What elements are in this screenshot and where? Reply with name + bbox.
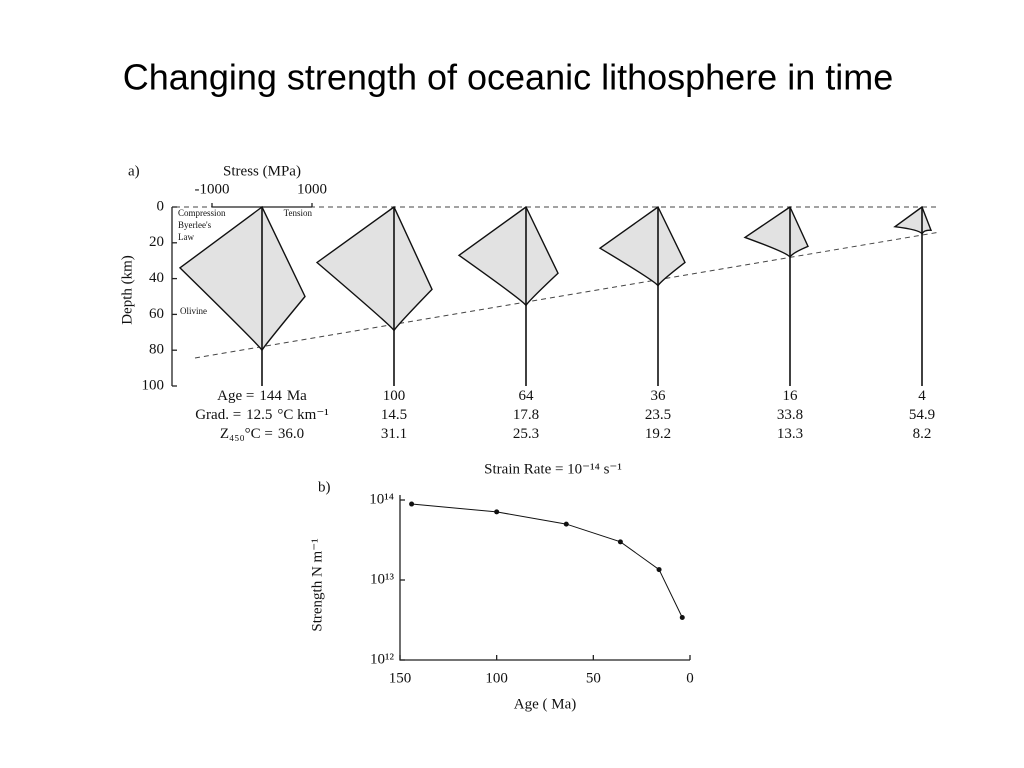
strength-envelope: [598, 205, 686, 288]
y-tick-label: 60: [149, 306, 164, 322]
gradient-value: 33.8: [777, 407, 803, 423]
gradient-label: 33.8: [777, 407, 803, 423]
panel-label: b): [318, 479, 331, 495]
gradient-label: 17.8: [513, 407, 539, 423]
annotation: Compression: [178, 208, 226, 218]
x-tick-label: 150: [389, 670, 412, 686]
strength-envelope: [743, 205, 809, 259]
strength-envelope: [315, 205, 433, 333]
age-value: 36: [651, 388, 667, 404]
data-point: [494, 509, 500, 515]
z450-value: 13.3: [777, 426, 803, 442]
z450-label: 25.3: [513, 426, 539, 442]
annotation: Law: [178, 232, 194, 242]
age-label: Age = 144 Ma: [217, 388, 307, 404]
z450-label: 19.2: [645, 426, 671, 442]
data-point: [617, 539, 623, 545]
z450-label: Z₄₅₀°C = 36.0: [220, 426, 304, 442]
data-point: [656, 567, 662, 573]
z450-label: 8.2: [913, 426, 932, 442]
data-point: [679, 614, 685, 620]
age-value: 16: [783, 388, 799, 404]
y-tick-label: 20: [149, 234, 164, 250]
x-tick-label: -1000: [195, 181, 230, 197]
gradient-value: 14.5: [381, 407, 407, 423]
y-tick-label: 10¹²: [370, 651, 394, 667]
x-tick-label: 100: [485, 670, 508, 686]
age-unit: Ma: [287, 388, 307, 404]
strength-envelope: [457, 205, 559, 308]
y-tick-label: 10¹³: [370, 571, 394, 587]
z450-prefix: Z₄₅₀°C =: [220, 426, 273, 442]
y-tick-label: 40: [149, 270, 164, 286]
z450-value: 25.3: [513, 426, 539, 442]
z450-value: 31.1: [381, 426, 407, 442]
strength-line: [411, 503, 683, 618]
x-axis-label: Stress (MPa): [223, 163, 301, 179]
gradient-value: 23.5: [645, 407, 671, 423]
age-label: 100: [383, 388, 406, 404]
y-tick-label: 10¹⁴: [369, 491, 394, 507]
strength-envelope: [893, 205, 933, 236]
age-label: 4: [918, 388, 926, 404]
x-tick-label: 0: [686, 670, 694, 686]
age-value: 144: [259, 388, 282, 404]
gradient-value: 17.8: [513, 407, 539, 423]
age-value: 4: [918, 388, 926, 404]
gradient-value: 54.9: [909, 407, 935, 423]
axes: [399, 495, 690, 661]
gradient-label: 23.5: [645, 407, 671, 423]
z450-label: 13.3: [777, 426, 803, 442]
z450-value: 8.2: [913, 426, 932, 442]
age-label: 64: [519, 388, 535, 404]
age-value: 100: [383, 388, 406, 404]
y-tick-label: 100: [142, 377, 165, 393]
gradient-label: Grad. = 12.5 °C km⁻¹: [195, 407, 329, 423]
x-tick-label: 1000: [297, 181, 327, 197]
y-tick-label: 80: [149, 342, 164, 358]
z450-value: 36.0: [278, 426, 304, 442]
gradient-value: 12.5: [246, 407, 272, 423]
gradient-unit: °C km⁻¹: [277, 407, 328, 423]
chart-title: Strain Rate = 10⁻¹⁴ s⁻¹: [484, 461, 622, 477]
y-axis-label: Depth (km): [119, 255, 135, 325]
age-value: 64: [519, 388, 535, 404]
annotation: Byerlee's: [178, 220, 212, 230]
gradient-label: 14.5: [381, 407, 407, 423]
base-trend-line: [194, 231, 941, 359]
y-axis-label: Strength N m⁻¹: [309, 538, 325, 631]
gradient-label: 54.9: [909, 407, 935, 423]
data-point: [563, 521, 569, 527]
y-tick-label: 0: [157, 198, 165, 214]
annotation: Tension: [284, 208, 313, 218]
x-axis-label: Age ( Ma): [514, 696, 576, 712]
gradient-prefix: Grad. =: [195, 407, 241, 423]
x-tick-label: 50: [586, 670, 601, 686]
age-label: 16: [783, 388, 799, 404]
slide-title: Changing strength of oceanic lithosphere…: [123, 57, 893, 98]
age-label: 36: [651, 388, 667, 404]
z450-value: 19.2: [645, 426, 671, 442]
panel-label: a): [128, 163, 140, 179]
annotation: Olivine: [180, 306, 207, 316]
z450-label: 31.1: [381, 426, 407, 442]
age-prefix: Age =: [217, 388, 254, 404]
data-point: [409, 501, 415, 507]
